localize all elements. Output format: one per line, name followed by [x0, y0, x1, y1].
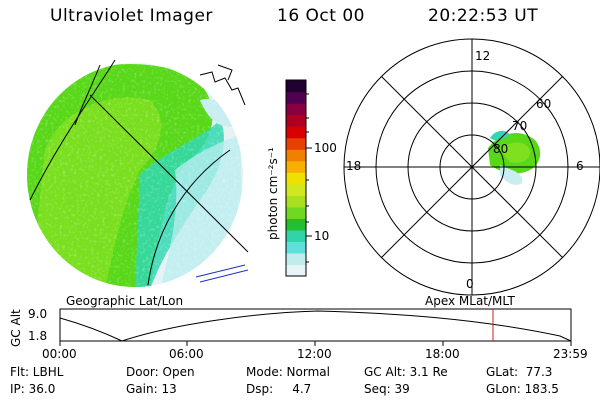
time-label: 20:22:53 UT: [428, 6, 539, 26]
strip-ymax: 9.0: [28, 307, 47, 321]
colorbar-segment: [286, 126, 306, 139]
colorbar-segment: [286, 149, 306, 162]
colorbar-tick-100: 100: [314, 141, 337, 155]
colorbar-segment: [286, 103, 306, 116]
strip-axis-label: GC Alt: [9, 309, 23, 347]
colorbar-segment: [286, 183, 306, 196]
mlat-label-60: 60: [536, 97, 551, 111]
colorbar-segment: [286, 80, 306, 93]
ip-readout: IP: 36.0: [10, 382, 56, 396]
colorbar-segment: [286, 264, 306, 277]
colorbar: 100 10 photon cm⁻²s⁻¹: [266, 79, 337, 277]
seq-readout: Seq: 39: [364, 382, 410, 396]
mlt-label-0: 0: [466, 277, 474, 291]
colorbar-segment: [286, 172, 306, 185]
colorbar-segment: [286, 137, 306, 150]
colorbar-segment: [286, 229, 306, 243]
mlat-label-70: 70: [512, 119, 527, 133]
time-tick-0600: 06:00: [169, 347, 204, 361]
colorbar-segment: [286, 114, 306, 127]
time-tick-0000: 00:00: [42, 347, 77, 361]
dsp-readout: Dsp: 4.7: [246, 382, 312, 396]
colorbar-segment: [286, 206, 306, 219]
filter-readout: Flt: LBHL: [10, 365, 64, 379]
auroral-oval-image: [488, 130, 541, 185]
time-tick-1200: 12:00: [297, 347, 332, 361]
colorbar-unit-label: photon cm⁻²s⁻¹: [266, 147, 280, 240]
time-tick-1800: 18:00: [425, 347, 460, 361]
gc-alt-readout: GC Alt: 3.1 Re: [364, 365, 448, 379]
mlt-label-12: 12: [475, 49, 490, 63]
door-readout: Door: Open: [126, 365, 195, 379]
strip-ymin: 1.8: [28, 329, 47, 343]
gain-readout: Gain: 13: [126, 382, 177, 396]
colorbar-segment: [286, 241, 306, 254]
strip-left-title: Geographic Lat/Lon: [66, 294, 183, 308]
colorbar-segment: [286, 91, 306, 104]
orbit-strip: Geographic Lat/Lon Apex MLat/MLT 9.0 1.8…: [9, 294, 588, 361]
mode-readout: Mode: Normal: [246, 365, 330, 379]
mlt-label-18: 18: [346, 159, 361, 173]
glat-readout: GLat: 77.3: [486, 365, 553, 379]
colorbar-segment: [286, 195, 306, 208]
polar-plot: 12 0 18 6 80 70 60: [343, 38, 600, 296]
geographic-image: [27, 59, 249, 287]
time-tick-2359: 23:59: [553, 347, 588, 361]
date-label: 16 Oct 00: [277, 6, 365, 26]
strip-right-title: Apex MLat/MLT: [425, 294, 515, 308]
glon-readout: GLon: 183.5: [486, 382, 559, 396]
colorbar-segment: [286, 160, 306, 173]
instrument-title: Ultraviolet Imager: [50, 6, 213, 26]
colorbar-segment: [286, 252, 306, 266]
mlat-label-80: 80: [493, 142, 508, 156]
colorbar-segment: [286, 218, 306, 231]
colorbar-tick-10: 10: [314, 229, 329, 243]
mlt-label-6: 6: [576, 159, 584, 173]
